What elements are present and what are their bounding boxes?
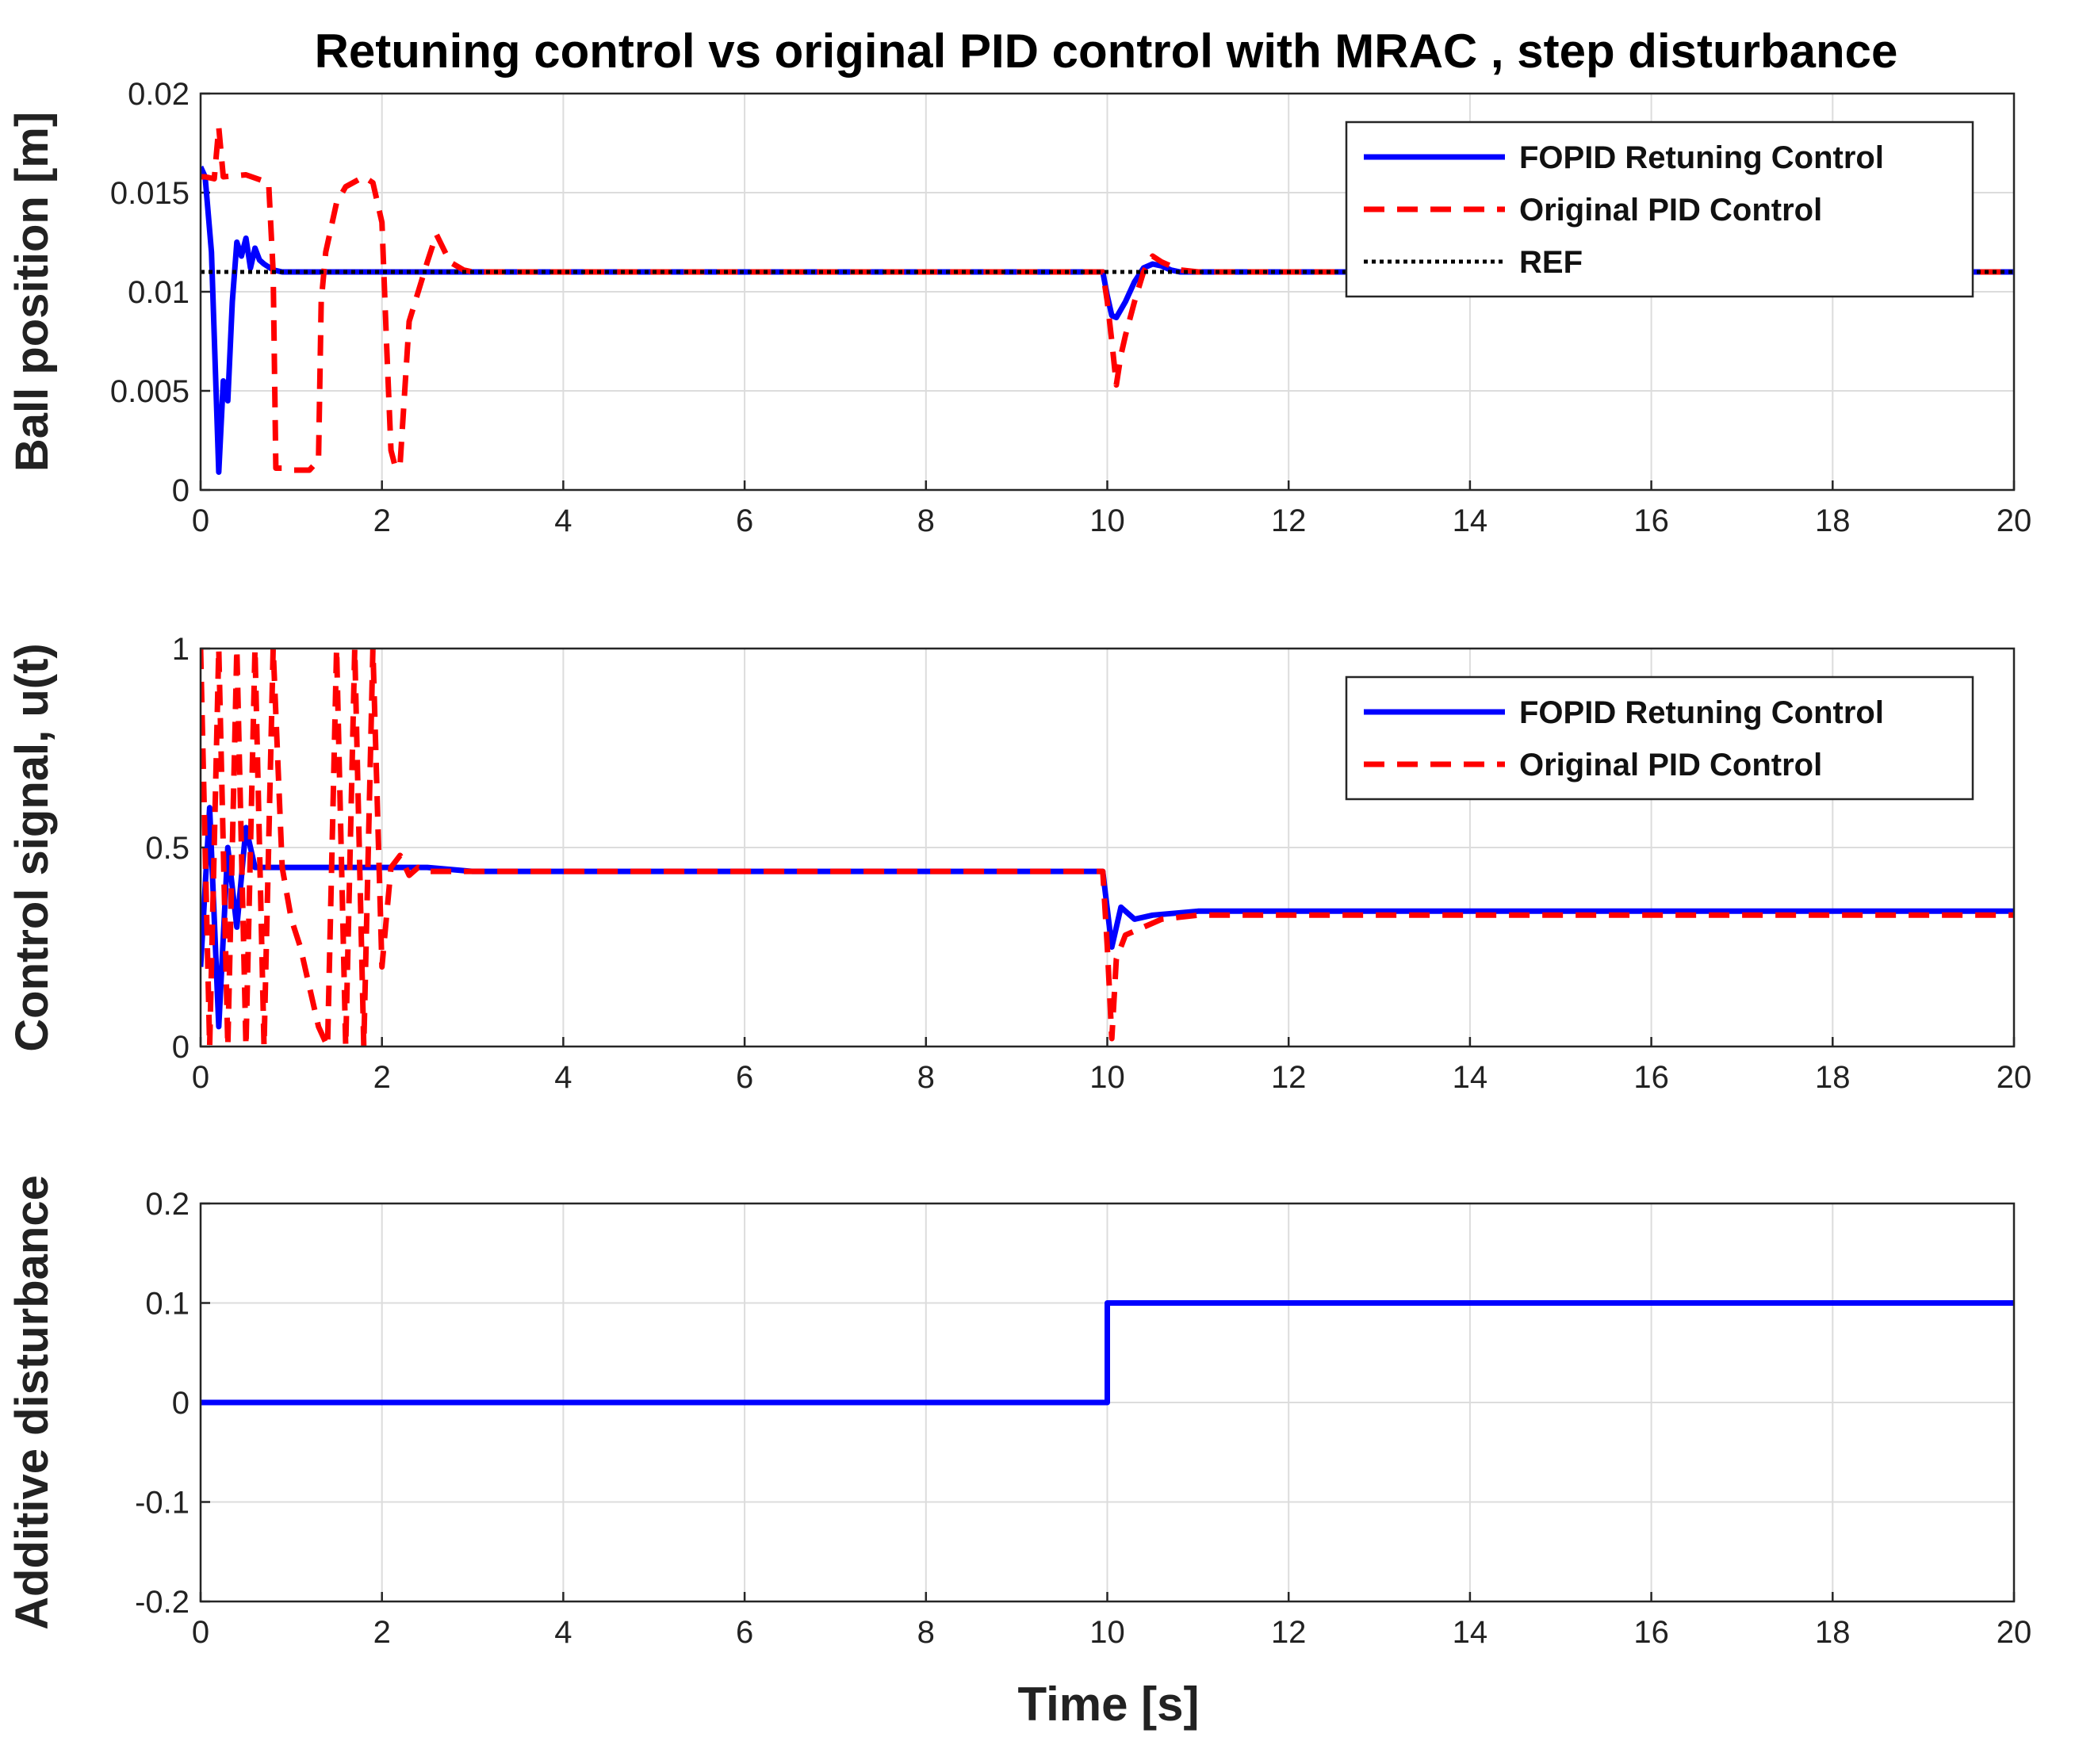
y-axis-label: Additive disturbance [6,1175,58,1630]
y-tick-label: 0 [172,473,190,508]
x-tick-label: 10 [1089,1615,1125,1650]
x-tick-label: 4 [554,1615,572,1650]
y-tick-label: 0.2 [145,1187,190,1222]
x-tick-label: 4 [554,1060,572,1095]
series-line-disturbance [201,1300,2014,1406]
series-line-original-pid-control [201,124,2014,473]
legend-label: FOPID Retuning Control [1519,695,1884,730]
x-tick-label: 0 [192,1615,209,1650]
y-tick-label: 0 [172,1386,190,1421]
x-tick-label: 16 [1633,503,1669,538]
y-tick-label: 0.1 [145,1287,190,1322]
y-tick-label: -0.2 [135,1585,190,1620]
y-tick-label: 0.005 [110,374,190,409]
ball-position-plot: 0 2 4 6 8 10 12 14 16 18 20 0 0.005 0.01 0.015 0.02 Ball… [6,77,2031,538]
x-tick-label: 20 [1997,1060,2032,1095]
x-tick-label: 2 [373,1615,391,1650]
series-group [201,649,2014,1047]
x-tick-label: 2 [373,503,391,538]
legend-label: FOPID Retuning Control [1519,140,1884,175]
y-tick-label: 0.015 [110,176,190,211]
axes-box [199,92,2016,492]
x-tick-label: 6 [736,1615,753,1650]
figure-title: Retuning control vs original PID control… [315,25,1898,78]
x-tick-label: 14 [1453,503,1488,538]
x-tick-label: 18 [1815,503,1851,538]
x-tick-label: 8 [917,503,935,538]
y-tick-label: -0.1 [135,1486,190,1521]
x-tick-label: 8 [917,1060,935,1095]
legend-label: Original PID Control [1519,193,1822,228]
x-tick-label: 16 [1633,1615,1669,1650]
axes-box [199,647,2016,1048]
x-tick-label: 6 [736,503,753,538]
x-tick-label: 18 [1815,1615,1851,1650]
x-tick-label: 4 [554,503,572,538]
control-signal-plot: 0 2 4 6 8 10 12 14 16 18 20 0 0.5 1 Control signal, u(… [6,632,2031,1095]
x-tick-label: 12 [1271,503,1307,538]
legend-label: REF [1519,245,1583,280]
legend: FOPID Retuning Control Original PID Contr… [1345,675,1974,801]
legend-box [1345,675,1974,801]
disturbance-plot: 0 2 4 6 8 10 12 14 16 18 20 -0.2 -0.1 0 0.1 0.2 Additive… [6,1175,2031,1650]
x-tick-label: 0 [192,1060,209,1095]
x-tick-label: 14 [1453,1060,1488,1095]
y-axis-label: Ball position [m] [6,112,58,472]
x-tick-label: 12 [1271,1060,1307,1095]
x-axis-label: Time [s] [1018,1678,1200,1731]
y-tick-label: 0.02 [128,77,190,112]
x-tick-label: 8 [917,1615,935,1650]
y-tick-label: 0.01 [128,275,190,310]
series-group [201,124,2014,475]
legend-label: Original PID Control [1519,748,1822,783]
x-tick-label: 12 [1271,1615,1307,1650]
x-tick-label: 14 [1453,1615,1488,1650]
x-tick-label: 20 [1997,1615,2032,1650]
y-tick-label: 1 [172,632,190,667]
x-tick-label: 20 [1997,503,2032,538]
x-tick-label: 6 [736,1060,753,1095]
x-tick-label: 10 [1089,503,1125,538]
series-group [201,1300,2014,1406]
y-axis-label: Control signal, u(t) [6,643,58,1052]
x-tick-label: 18 [1815,1060,1851,1095]
y-tick-label: 0 [172,1030,190,1065]
legend: FOPID Retuning Control Original PID Contr… [1345,121,1974,298]
x-tick-label: 0 [192,503,209,538]
axes-box [199,1202,2016,1603]
y-tick-label: 0.5 [145,831,190,866]
x-tick-label: 16 [1633,1060,1669,1095]
x-tick-label: 10 [1089,1060,1125,1095]
x-tick-label: 2 [373,1060,391,1095]
